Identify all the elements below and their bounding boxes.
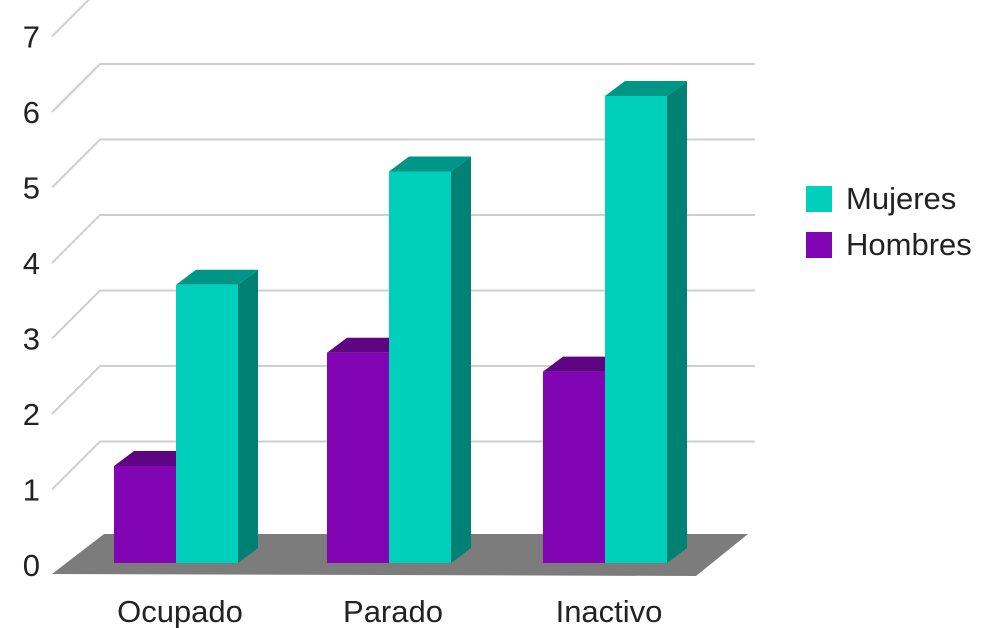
legend-label-hombres: Hombres bbox=[846, 227, 972, 262]
gridline bbox=[51, 289, 755, 340]
bars bbox=[114, 81, 687, 563]
legend-item-hombres: Hombres bbox=[806, 222, 972, 268]
gridline bbox=[51, 365, 755, 415]
gridline bbox=[51, 138, 755, 189]
x-tick-label: Parado bbox=[343, 594, 443, 628]
y-axis-ticks: 0 1 2 3 4 5 6 7 bbox=[23, 20, 40, 584]
gridline bbox=[51, 0, 90, 38]
x-axis-ticks: Ocupado Parado Inactivo bbox=[117, 594, 662, 628]
bar-mujeres-inactivo bbox=[605, 81, 687, 563]
gridline bbox=[51, 63, 755, 113]
y-tick-label: 2 bbox=[23, 397, 40, 432]
y-tick-label: 3 bbox=[23, 322, 40, 357]
x-tick-label: Inactivo bbox=[556, 594, 663, 628]
x-tick-label: Ocupado bbox=[117, 594, 243, 628]
gridline bbox=[51, 440, 755, 491]
legend-swatch-hombres bbox=[806, 232, 832, 258]
bar-mujeres-ocupado bbox=[176, 269, 258, 563]
legend-label-mujeres: Mujeres bbox=[846, 181, 957, 216]
legend-swatch-mujeres bbox=[806, 186, 832, 212]
gridline bbox=[51, 214, 755, 264]
y-tick-label: 5 bbox=[23, 171, 40, 206]
bar-mujeres-parado bbox=[389, 156, 471, 563]
y-tick-label: 4 bbox=[23, 246, 40, 281]
y-tick-label: 6 bbox=[23, 95, 40, 130]
y-tick-label: 0 bbox=[23, 548, 40, 583]
y-tick-label: 7 bbox=[23, 20, 40, 55]
legend: Mujeres Hombres bbox=[806, 176, 972, 268]
y-tick-label: 1 bbox=[23, 473, 40, 508]
grid-lines bbox=[51, 0, 755, 491]
legend-item-mujeres: Mujeres bbox=[806, 176, 972, 222]
